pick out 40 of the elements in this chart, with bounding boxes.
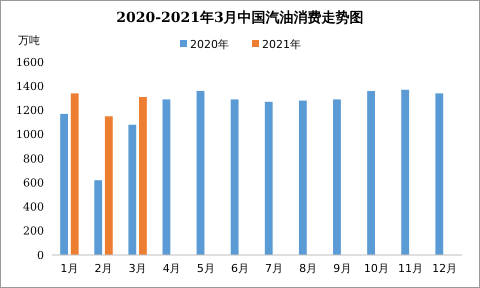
bar bbox=[70, 93, 79, 255]
bar bbox=[401, 90, 410, 255]
bar bbox=[104, 116, 113, 255]
y-tick-label: 1600 bbox=[16, 56, 44, 69]
legend-label: 2021年 bbox=[262, 38, 301, 51]
y-tick-label: 1400 bbox=[16, 80, 44, 93]
x-tick-label: 1月 bbox=[60, 262, 78, 275]
y-tick-label: 800 bbox=[23, 152, 44, 166]
chart-title: 2020-2021年3月中国汽油消费走势图 bbox=[116, 10, 364, 26]
legend-label: 2020年 bbox=[190, 38, 229, 51]
x-tick-label: 11月 bbox=[398, 262, 423, 275]
bar bbox=[298, 100, 307, 255]
x-tick-label: 6月 bbox=[230, 262, 249, 275]
y-tick-label: 1200 bbox=[16, 104, 44, 118]
x-tick-label: 8月 bbox=[299, 262, 318, 275]
y-tick-label: 0 bbox=[37, 248, 44, 262]
bar bbox=[128, 124, 136, 255]
bar bbox=[196, 90, 204, 255]
x-tick-label: 9月 bbox=[333, 262, 352, 275]
x-tick-label: 2月 bbox=[94, 262, 113, 275]
y-tick-label: 600 bbox=[23, 176, 44, 190]
y-tick-label: 400 bbox=[23, 200, 44, 214]
bar bbox=[60, 114, 68, 255]
x-tick-label: 4月 bbox=[162, 262, 181, 275]
bar bbox=[333, 99, 341, 255]
y-tick-label: 1000 bbox=[16, 128, 44, 142]
x-tick-label: 7月 bbox=[265, 262, 284, 275]
y-axis-title: 万吨 bbox=[18, 34, 40, 47]
bar bbox=[230, 99, 239, 255]
bar bbox=[264, 102, 273, 255]
bar bbox=[162, 99, 170, 255]
x-tick-label: 5月 bbox=[196, 262, 215, 275]
bar bbox=[94, 180, 102, 255]
x-tick-label: 12月 bbox=[432, 262, 458, 275]
bar bbox=[139, 96, 147, 255]
x-tick-label: 10月 bbox=[364, 262, 389, 275]
x-tick-label: 3月 bbox=[128, 262, 147, 275]
bar bbox=[435, 93, 444, 255]
bar bbox=[367, 90, 375, 255]
y-tick-label: 200 bbox=[23, 224, 44, 238]
